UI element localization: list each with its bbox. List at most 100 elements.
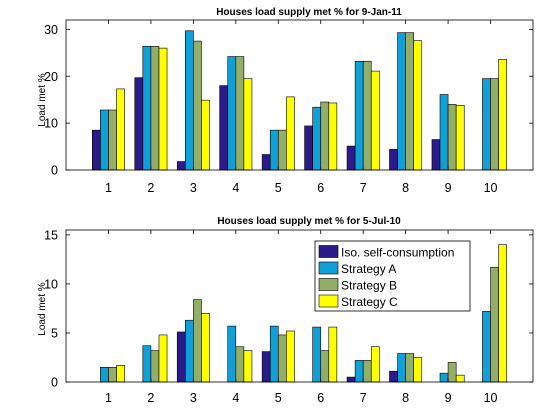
chart-bottom-bar-strategy-c-3 (201, 313, 210, 383)
chart-top-bar-strategy-c-4 (243, 78, 253, 171)
chart-top-title: Houses load supply met % for 9-Jan-11 (216, 7, 402, 18)
chart-top-bar-strategy-c-9 (455, 105, 465, 171)
chart-top-bar-iso-8 (389, 149, 398, 171)
chart-bottom-xtick-label-9: 9 (445, 391, 452, 405)
chart-bottom-xtick-label-10: 10 (484, 391, 498, 405)
chart-bottom-xtick-label-1: 1 (105, 391, 112, 405)
chart-top-bar-strategy-b-8 (405, 32, 415, 171)
chart-bottom-bar-strategy-c-4 (243, 350, 253, 383)
chart-bottom-bar-strategy-b-9 (447, 362, 457, 383)
legend: Iso. self-consumption Strategy A Strategy … (314, 240, 471, 312)
chart-top-bar-iso-3 (176, 161, 186, 171)
legend-label-iso: Iso. self-consumption (341, 246, 454, 260)
chart-bottom-bar-iso-5 (261, 351, 271, 383)
chart-top-bar-iso-9 (431, 139, 441, 171)
chart-bottom-xtick-label-5: 5 (275, 391, 282, 405)
chart-top-ytick-label-30: 30 (44, 23, 58, 37)
chart-bottom-bar-strategy-c-8 (413, 357, 423, 383)
chart-top-bar-strategy-b-3 (193, 40, 202, 171)
chart-top-bar-iso-1 (92, 129, 101, 171)
chart-top-bar-strategy-c-8 (413, 40, 423, 171)
chart-top-bar-iso-7 (346, 145, 356, 171)
chart-top-xtick-label-6: 6 (317, 181, 324, 195)
chart-bottom-ylabel: Load met % (37, 282, 48, 335)
chart-bottom-bar-strategy-b-10 (490, 266, 499, 383)
chart-bottom-xtick-label-6: 6 (317, 391, 324, 405)
chart-bottom-bar-strategy-a-1 (100, 366, 109, 383)
chart-bottom-bar-strategy-a-10 (482, 311, 491, 383)
chart-bottom-bar-strategy-a-6 (312, 326, 322, 383)
chart-top-bar-strategy-a-4 (227, 56, 237, 171)
chart-top-bar-iso-2 (134, 77, 144, 171)
chart-top-bar-strategy-c-10 (498, 59, 507, 171)
chart-bottom-bar-strategy-a-4 (227, 325, 237, 383)
chart-bottom-bar-strategy-b-4 (235, 346, 245, 383)
chart-bottom-bar-iso-3 (176, 331, 186, 383)
chart-top-xtick-label-1: 1 (105, 181, 112, 195)
chart-bottom-bar-strategy-c-5 (286, 330, 295, 383)
legend-label-strategy-c: Strategy C (341, 295, 398, 309)
chart-top-bar-strategy-c-7 (370, 70, 380, 171)
chart-top-bar-strategy-a-1 (100, 109, 109, 171)
chart-bottom-bar-strategy-c-10 (498, 244, 507, 383)
chart-bottom-bar-strategy-a-7 (354, 360, 364, 383)
chart-bottom-bar-strategy-b-7 (362, 360, 372, 383)
chart-top-bar-strategy-c-1 (116, 88, 125, 171)
chart-top-ytick-label-10: 10 (44, 117, 58, 131)
legend-label-strategy-a: Strategy A (341, 262, 396, 276)
chart-top-bar-strategy-b-7 (362, 60, 372, 171)
chart-top-bar-strategy-c-5 (286, 96, 295, 171)
chart-top-bar-strategy-c-3 (201, 99, 210, 171)
chart-top-bar-strategy-b-10 (490, 78, 499, 171)
chart-bottom-bar-strategy-a-9 (439, 372, 449, 383)
chart-top-xtick-label-4: 4 (232, 181, 239, 195)
chart-top-xtick-label-2: 2 (147, 181, 154, 195)
chart-bottom-bar-strategy-b-5 (277, 334, 287, 383)
chart-bottom: Houses load supply met % for 5-Jul-10 Lo… (37, 216, 534, 405)
chart-top-bar-strategy-a-5 (269, 129, 279, 171)
chart-bottom-ytick-label-10: 10 (44, 277, 58, 291)
chart-top-bar-iso-6 (304, 125, 313, 171)
chart-bottom-bar-strategy-b-6 (320, 350, 330, 383)
chart-top-bar-iso-4 (219, 85, 229, 171)
chart-top-ytick-label-20: 20 (44, 70, 58, 84)
chart-bottom-bar-strategy-a-8 (397, 353, 406, 383)
chart-bottom-bar-strategy-c-7 (370, 346, 380, 383)
chart-top-bar-strategy-a-6 (312, 106, 322, 171)
chart-top-xtick-label-7: 7 (360, 181, 367, 195)
chart-top-bar-strategy-b-1 (108, 109, 117, 171)
chart-top-xtick-label-10: 10 (484, 181, 498, 195)
chart-bottom-xtick-label-4: 4 (232, 391, 239, 405)
chart-bottom-bar-strategy-a-2 (142, 345, 152, 383)
chart-top-bar-strategy-b-4 (235, 56, 245, 171)
chart-top-xtick-label-8: 8 (402, 181, 409, 195)
chart-top-ylabel: Load met % (37, 73, 48, 126)
chart-top-bar-strategy-a-7 (354, 60, 364, 171)
chart-top-bar-strategy-b-2 (150, 45, 160, 171)
legend-swatch-strategy-c (318, 294, 339, 308)
chart-top-bar-strategy-c-2 (158, 47, 168, 171)
chart-bottom-bar-strategy-b-1 (108, 366, 117, 383)
chart-top-bar-strategy-b-5 (277, 129, 287, 171)
chart-top-bar-strategy-b-6 (320, 101, 330, 171)
chart-bottom-ytick-label-0: 0 (51, 376, 58, 390)
chart-bottom-bar-strategy-b-8 (405, 353, 415, 383)
chart-bottom-bar-iso-8 (389, 370, 398, 383)
chart-bottom-bar-strategy-c-9 (455, 374, 465, 383)
chart-bottom-bar-iso-7 (346, 376, 356, 383)
chart-bottom-bar-strategy-c-1 (116, 365, 125, 383)
chart-top-bar-strategy-a-3 (185, 30, 194, 171)
chart-bottom-xtick-label-2: 2 (147, 391, 154, 405)
chart-bottom-xtick-label-8: 8 (402, 391, 409, 405)
chart-bottom-xtick-label-3: 3 (190, 391, 197, 405)
chart-top-xtick-label-5: 5 (275, 181, 282, 195)
chart-top-xtick-label-9: 9 (445, 181, 452, 195)
legend-swatch-iso (318, 245, 339, 258)
chart-bottom-axes-box (65, 229, 534, 383)
chart-top-bar-strategy-b-9 (447, 104, 457, 171)
chart-top-bar-strategy-a-9 (439, 94, 449, 171)
chart-bottom-title: Houses load supply met % for 5-Jul-10 (217, 216, 401, 227)
chart-bottom-ytick-label-15: 15 (44, 228, 58, 242)
